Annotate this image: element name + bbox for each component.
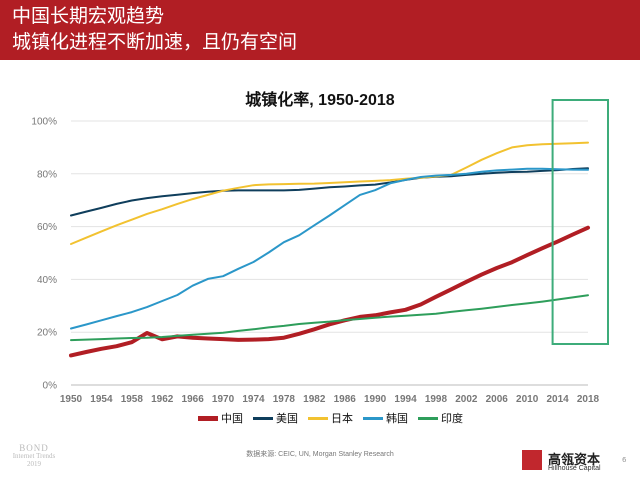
x-tick-label: 2006 — [486, 394, 509, 405]
series-line — [70, 294, 589, 342]
legend-swatch — [363, 416, 383, 420]
x-tick-label: 1974 — [242, 394, 265, 405]
legend-swatch — [198, 415, 218, 421]
legend-label: 日本 — [331, 412, 353, 425]
x-tick-label: 1970 — [212, 394, 235, 405]
x-tick-label: 1994 — [394, 394, 417, 405]
x-tick-label: 1966 — [182, 394, 205, 405]
legend-label: 中国 — [221, 412, 243, 425]
logo-text-en: Hillhouse Capital — [548, 465, 601, 472]
x-tick-label: 1954 — [90, 394, 113, 405]
x-tick-label: 2014 — [546, 394, 569, 405]
logo-mark-icon — [522, 450, 542, 470]
page-title: 中国长期宏观趋势 — [12, 5, 165, 27]
legend-label: 韩国 — [386, 412, 408, 425]
x-tick-label: 2018 — [577, 394, 600, 405]
x-tick-label: 1958 — [121, 394, 144, 405]
legend-item: 美国 — [253, 410, 298, 426]
series-line — [70, 141, 589, 245]
hillhouse-logo: 高瓴资本 Hillhouse Capital — [522, 449, 618, 475]
series-line — [70, 167, 589, 330]
series-line — [69, 225, 590, 358]
x-tick-label: 1982 — [303, 394, 326, 405]
x-tick-label: 2010 — [516, 394, 539, 405]
legend-label: 美国 — [276, 412, 298, 425]
x-tick-label: 1998 — [425, 394, 448, 405]
legend-item: 印度 — [418, 410, 463, 426]
page-number: 6 — [622, 456, 627, 464]
y-tick-label: 40% — [37, 275, 57, 286]
highlight-box — [551, 99, 610, 345]
x-tick-label: 1978 — [273, 394, 296, 405]
source-note: 数据来源: CEIC, UN, Morgan Stanley Research — [246, 451, 394, 458]
page-subtitle: 城镇化进程不断加速，且仍有空间 — [12, 31, 298, 53]
legend-item: 日本 — [308, 410, 353, 426]
chart-legend: 中国 美国 日本 韩国 印度 — [198, 408, 473, 428]
legend-swatch — [418, 416, 438, 420]
y-tick-label: 0% — [43, 381, 58, 392]
y-tick-label: 60% — [37, 222, 57, 233]
legend-swatch — [308, 416, 328, 420]
x-tick-label: 1950 — [60, 394, 83, 405]
y-tick-label: 100% — [31, 117, 57, 128]
x-tick-label: 1986 — [334, 394, 357, 405]
x-tick-label: 1990 — [364, 394, 387, 405]
y-tick-label: 20% — [37, 328, 57, 339]
x-tick-label: 2002 — [455, 394, 478, 405]
y-tick-label: 80% — [37, 169, 57, 180]
header-banner: 中国长期宏观趋势 城镇化进程不断加速，且仍有空间 — [0, 0, 640, 60]
chart-title: 城镇化率, 1950-2018 — [245, 92, 395, 109]
bond-watermark: BOND Internet Trends 2019 — [12, 443, 56, 469]
legend-item: 中国 — [198, 410, 243, 426]
legend-swatch — [253, 416, 273, 420]
logo-text-cn: 高瓴资本 — [548, 453, 601, 468]
x-tick-label: 1962 — [151, 394, 174, 405]
legend-label: 印度 — [441, 412, 463, 425]
legend-item: 韩国 — [363, 410, 408, 426]
series-line — [70, 167, 589, 217]
